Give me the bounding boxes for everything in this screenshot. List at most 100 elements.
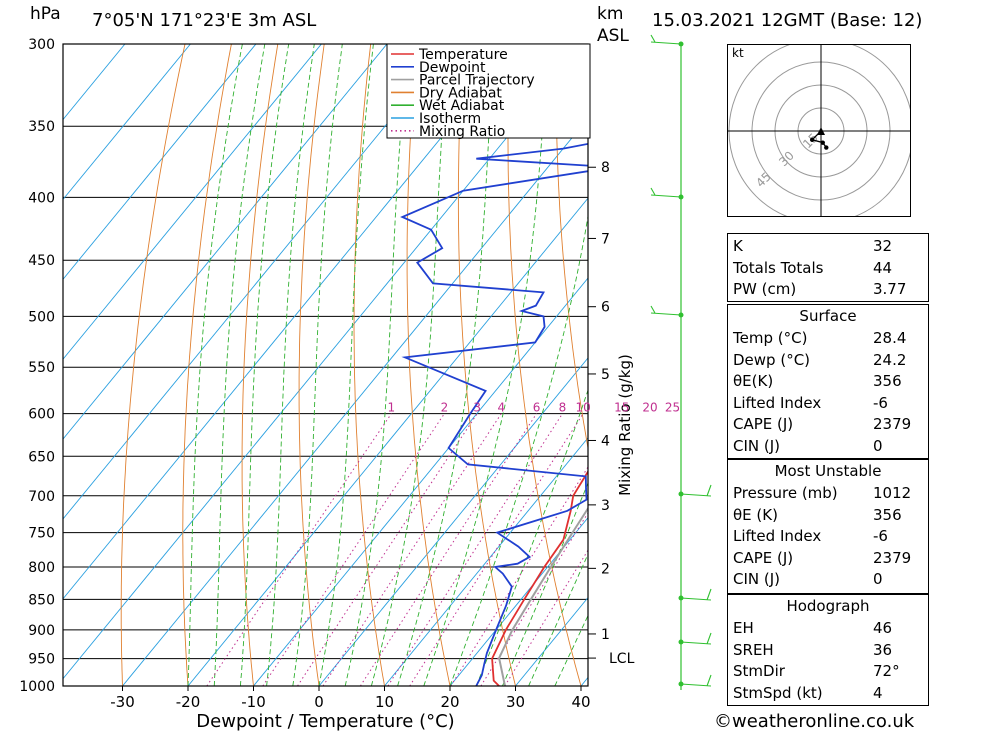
wet-adiabat-line — [187, 44, 243, 686]
wind-barb — [680, 484, 712, 497]
wet-adiabat-line — [344, 44, 409, 686]
wet-adiabat-line — [318, 44, 374, 686]
row-value: 28.4 — [873, 329, 907, 347]
pressure-tick-label: 800 — [28, 560, 55, 576]
row-value: 2379 — [873, 548, 912, 567]
temp-tick-label: 10 — [375, 693, 394, 711]
pressure-tick-label: 300 — [28, 37, 55, 53]
row-label: θE(K) — [733, 372, 774, 390]
pressure-tick-label: 550 — [28, 360, 55, 376]
row-label: SREH — [733, 640, 774, 659]
isotherm-line — [318, 357, 588, 686]
mixing-ratio-value-label: 3 — [473, 401, 481, 415]
table-row: SREH 36 — [728, 640, 928, 662]
isotherm-line — [63, 44, 584, 680]
index-value: 3.77 — [873, 280, 907, 298]
km-tick-label: 2 — [601, 561, 610, 577]
table-row: CAPE (J) 2379 — [728, 414, 928, 436]
storm-motion-marker — [817, 127, 825, 135]
row-value: 46 — [873, 619, 893, 637]
dry-adiabat-line — [507, 44, 582, 686]
mixing-ratio-line — [322, 413, 502, 686]
surface-table: Temp (°C) 28.4 Dewp (°C) 24.2 θE(K) 356 Lif… — [728, 328, 928, 457]
row-value: 1012 — [873, 484, 912, 502]
km-tick-label: 7 — [601, 231, 610, 247]
plot-frame — [62, 43, 589, 687]
mixing-ratio-line — [297, 413, 478, 686]
most-unstable-table: Pressure (mb) 1012 θE (K) 356 Lifted Index… — [728, 483, 928, 591]
most-unstable-title: Most Unstable — [774, 462, 882, 480]
row-label: θE (K) — [733, 505, 778, 524]
dry-adiabat-line — [406, 44, 451, 686]
temp-tick-label: -30 — [110, 693, 135, 711]
km-tick-label: 3 — [601, 498, 610, 514]
dry-adiabat-line — [298, 44, 325, 686]
isotherm-line — [63, 44, 191, 201]
wet-adiabat-line — [475, 388, 588, 686]
row-label: Dewp (°C) — [733, 350, 811, 369]
legend-item-label: Parcel Trajectory — [419, 73, 535, 89]
hodograph-table: EH 46 SREH 36 StmDir 72° StmSpd (kt) 4 — [728, 618, 928, 704]
mixing-ratio-line — [450, 466, 588, 686]
surface-title: Surface — [799, 307, 857, 325]
legend-item-label: Wet Adiabat — [419, 98, 505, 114]
asl-label: ASL — [597, 26, 629, 46]
wind-barb — [650, 187, 682, 198]
table-row: Totals Totals 44 — [728, 258, 928, 280]
row-value: 24.2 — [873, 350, 907, 369]
hodograph-panel: 15 30 45 kt — [727, 44, 911, 217]
mixing-ratio-line — [387, 413, 563, 686]
pressure-tick-label: 450 — [28, 253, 55, 269]
table-row: PW (cm) 3.77 — [728, 279, 928, 301]
hodograph-point — [820, 140, 825, 145]
temp-tick-label: -10 — [241, 693, 266, 711]
mixing-ratio-value-label: 8 — [559, 401, 567, 415]
wind-barb — [680, 632, 712, 645]
pressure-tick-label: 950 — [28, 652, 55, 668]
table-row: Pressure (mb) 1012 — [728, 483, 928, 505]
mixing-ratio-value-label: 6 — [533, 401, 541, 415]
mixing-ratio-line — [206, 413, 392, 686]
wet-adiabat-line — [554, 614, 588, 686]
pressure-tick-label: 650 — [28, 449, 55, 465]
index-value: 44 — [873, 258, 893, 277]
row-value: 0 — [873, 570, 883, 588]
km-tick-label: 8 — [601, 160, 610, 176]
pressure-tick-label: 400 — [28, 190, 55, 206]
wind-barb — [650, 305, 682, 316]
indices-table: K 32 Totals Totals 44 PW (cm) 3.77 — [728, 236, 928, 301]
row-value: 72° — [873, 662, 900, 680]
pressure-tick-label: 900 — [28, 623, 55, 639]
table-row: StmSpd (kt) 4 — [728, 683, 928, 705]
temp-tick-label: 20 — [440, 693, 459, 711]
temp-tick-label: 40 — [571, 693, 590, 711]
km-tick-label: 1 — [601, 627, 610, 643]
isotherm-line — [122, 117, 588, 686]
wet-adiabat-line — [213, 44, 266, 686]
km-label: km — [597, 4, 624, 24]
temp-tick-label: 0 — [314, 693, 324, 711]
plot-area — [63, 44, 588, 686]
row-label: StmDir — [733, 662, 785, 680]
datetime-title: 15.03.2021 12GMT (Base: 12) — [652, 10, 923, 31]
pressure-tick-label: 600 — [28, 407, 55, 423]
pressure-tick-label: 750 — [28, 526, 55, 542]
credit-link[interactable]: ©weatheronline.co.uk — [714, 711, 915, 732]
row-label: Lifted Index — [733, 527, 822, 545]
wet-adiabat-line — [449, 213, 588, 686]
location-title: 7°05'N 171°23'E 3m ASL — [92, 10, 317, 31]
hodograph-point — [824, 145, 829, 150]
dry-adiabat-line — [120, 44, 186, 686]
mixing-ratio-value-label: 2 — [441, 401, 449, 415]
hodograph-ring-label: 45 — [753, 169, 774, 190]
mixing-ratio-line — [504, 549, 588, 686]
km-tick-label: 6 — [601, 300, 610, 316]
pressure-tick-label: 700 — [28, 489, 55, 505]
hodograph-table-panel: Hodograph EH 46 SREH 36 StmDir 72° StmSpd (… — [727, 594, 929, 706]
row-label: CAPE (J) — [733, 415, 794, 433]
index-label: Totals Totals — [733, 258, 824, 277]
row-label: EH — [733, 619, 754, 637]
mixing-ratio-line — [409, 413, 584, 686]
